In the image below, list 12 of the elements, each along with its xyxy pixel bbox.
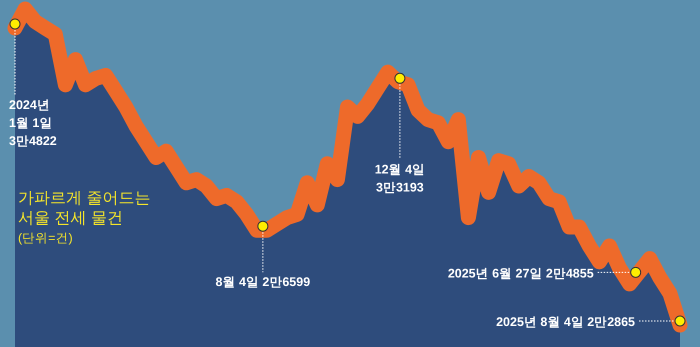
annotation: 2025년 6월 27일 2만4855 [448, 266, 594, 280]
annotation: 8월 4일 2만6599 [216, 275, 310, 290]
annotation: 2025년 8월 4일 2만2865 [496, 315, 686, 329]
annotation: 2024년 1월 1일 3만4822 [9, 18, 57, 148]
annotation: 2025년 6월 27일 2만4855 [448, 266, 642, 280]
annotation: 12월 4일 3만3193 [374, 162, 426, 194]
annotation: 8월 4일 2만6599 [216, 220, 310, 290]
annotation: 2025년 8월 4일 2만2865 [496, 315, 636, 329]
annotation: 2024년 1월 1일 3만4822 [9, 98, 57, 148]
title: 가파르게 줄어드는 서울 전세 물건 [18, 190, 150, 227]
subtitle: (단위=건) [18, 231, 73, 245]
annotation: 12월 4일 3만3193 [374, 72, 426, 194]
